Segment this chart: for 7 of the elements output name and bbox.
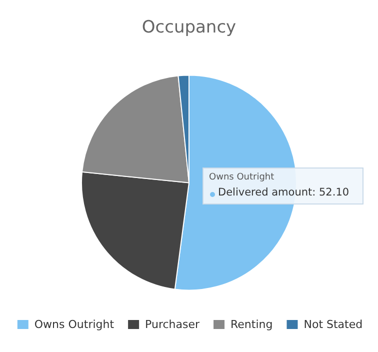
legend-label: Owns Outright [34, 318, 115, 331]
legend-label: Not Stated [304, 318, 363, 331]
legend-label: Renting [230, 318, 273, 331]
legend-label: Purchaser [145, 318, 200, 331]
text: Delivered amount: 52.10 [218, 186, 350, 198]
chart-title: Occupancy [142, 18, 236, 38]
text: Owns Outright [209, 172, 275, 182]
